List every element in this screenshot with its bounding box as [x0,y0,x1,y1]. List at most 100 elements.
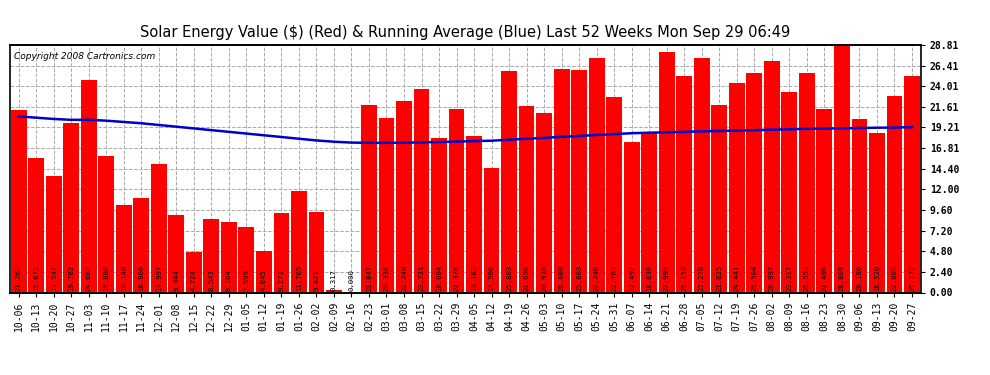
Bar [204,219,219,292]
Text: 26.997: 26.997 [769,265,775,291]
Text: 9.271: 9.271 [278,269,284,291]
Bar [46,176,61,292]
Text: 4.845: 4.845 [261,269,267,291]
Text: 25.504: 25.504 [751,265,757,291]
Bar [519,106,535,292]
Bar [396,101,412,292]
Text: 7.599: 7.599 [244,269,249,291]
Text: 25.172: 25.172 [909,265,915,291]
Text: 17.492: 17.492 [629,265,635,291]
Bar [291,191,307,292]
Bar [501,71,517,292]
Bar [817,109,833,292]
Bar [537,113,552,292]
Bar [851,119,867,292]
Text: 27.999: 27.999 [663,265,669,291]
Text: 13.547: 13.547 [50,265,56,291]
Text: 20.186: 20.186 [856,265,862,291]
Bar [834,45,849,292]
Text: 19.782: 19.782 [68,265,74,291]
Text: 0.000: 0.000 [348,269,354,291]
Text: 26.000: 26.000 [558,265,564,291]
Text: 8.543: 8.543 [208,269,214,291]
Text: 20.338: 20.338 [383,265,389,291]
Text: 14.506: 14.506 [489,265,495,291]
Text: 25.553: 25.553 [804,265,810,291]
Bar [869,134,885,292]
Bar [432,138,446,292]
Bar [676,76,692,292]
Text: 18.182: 18.182 [471,265,477,291]
Bar [256,251,272,292]
Bar [781,92,797,292]
Bar [606,97,622,292]
Bar [712,105,727,292]
Bar [116,206,132,292]
Text: 21.262: 21.262 [16,265,22,291]
Bar [273,213,289,292]
Bar [98,156,114,292]
Bar [659,52,674,292]
Text: 8.164: 8.164 [226,269,232,291]
Title: Solar Energy Value ($) (Red) & Running Average (Blue) Last 52 Weeks Mon Sep 29 0: Solar Energy Value ($) (Red) & Running A… [141,25,790,40]
Bar [221,222,237,292]
Bar [589,58,605,292]
Bar [887,96,902,292]
Bar [694,58,710,292]
Text: 27.246: 27.246 [594,265,600,291]
Text: 25.803: 25.803 [506,265,512,291]
Bar [378,118,394,292]
Bar [361,105,377,292]
Text: 20.928: 20.928 [542,265,547,291]
Text: 11.765: 11.765 [296,265,302,291]
Text: 22.248: 22.248 [401,265,407,291]
Text: 0.317: 0.317 [331,269,337,291]
Text: 9.044: 9.044 [173,269,179,291]
Bar [466,136,482,292]
Text: 24.682: 24.682 [86,265,92,291]
Bar [624,142,640,292]
Bar [571,70,587,292]
Bar [904,76,920,292]
Text: 21.406: 21.406 [822,265,828,291]
Bar [764,61,780,292]
Text: 21.698: 21.698 [524,265,530,291]
Bar [484,168,500,292]
Text: 21.378: 21.378 [453,265,459,291]
Text: 25.863: 25.863 [576,265,582,291]
Text: 18.630: 18.630 [646,265,652,291]
Text: 14.997: 14.997 [155,265,161,291]
Text: 22.889: 22.889 [891,265,897,291]
Bar [326,290,342,292]
Text: 21.825: 21.825 [717,265,723,291]
Text: 15.672: 15.672 [34,265,40,291]
Text: 23.731: 23.731 [419,265,425,291]
Text: 28.809: 28.809 [839,265,844,291]
Text: 24.441: 24.441 [734,265,740,291]
Bar [29,158,45,292]
Bar [150,164,166,292]
Text: 23.317: 23.317 [786,265,792,291]
Bar [799,73,815,292]
Bar [448,109,464,292]
Bar [309,211,325,292]
Text: 10.140: 10.140 [121,265,127,291]
Bar [81,81,97,292]
Text: 18.004: 18.004 [436,265,442,291]
Text: Copyright 2008 Cartronics.com: Copyright 2008 Cartronics.com [15,53,155,62]
Bar [168,215,184,292]
Bar [746,74,762,292]
Bar [134,198,149,292]
Text: 25.157: 25.157 [681,265,687,291]
Bar [239,227,254,292]
Text: 10.960: 10.960 [139,265,145,291]
Text: 15.888: 15.888 [103,265,109,291]
Bar [63,123,79,292]
Bar [553,69,569,292]
Bar [729,82,744,292]
Text: 22.763: 22.763 [611,265,617,291]
Text: 27.270: 27.270 [699,265,705,291]
Bar [642,132,657,292]
Text: 21.847: 21.847 [366,265,372,291]
Text: 4.724: 4.724 [191,269,197,291]
